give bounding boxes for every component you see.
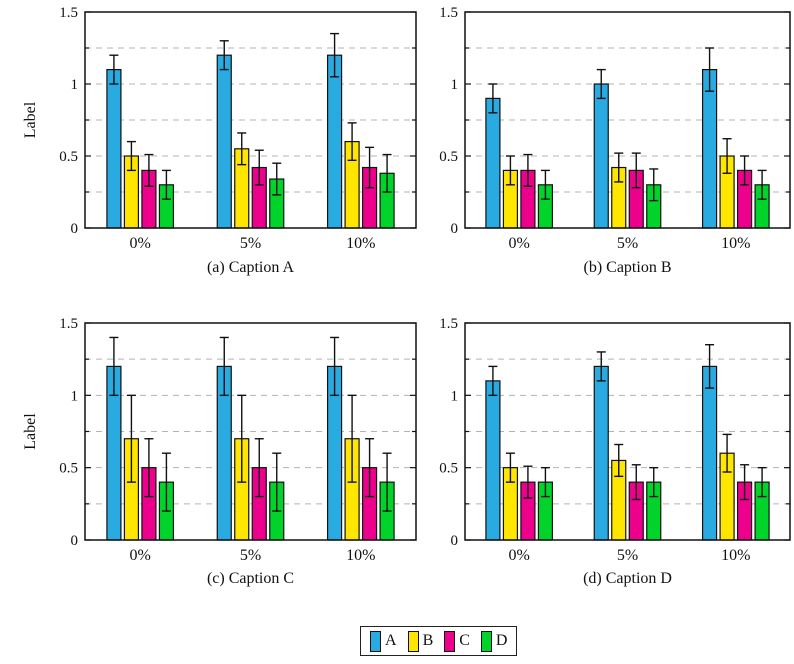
svg-text:1: 1 (451, 77, 459, 93)
svg-text:1: 1 (451, 388, 459, 404)
svg-text:Label: Label (22, 413, 39, 450)
svg-text:1: 1 (71, 388, 79, 404)
legend-entry-c: C (444, 630, 470, 652)
svg-text:0.5: 0.5 (59, 461, 78, 477)
svg-text:1.5: 1.5 (439, 5, 458, 21)
svg-text:10%: 10% (721, 235, 750, 252)
svg-text:1.5: 1.5 (59, 5, 78, 21)
legend-label-c: C (459, 632, 470, 649)
svg-text:0: 0 (451, 533, 459, 549)
caption-d: (d) Caption D (583, 570, 672, 587)
legend-swatch-b-icon (407, 630, 419, 652)
caption-b: (b) Caption B (583, 259, 672, 276)
svg-text:1.5: 1.5 (59, 316, 78, 332)
svg-text:1: 1 (71, 77, 79, 93)
svg-text:5%: 5% (240, 547, 261, 564)
svg-text:0%: 0% (130, 547, 151, 564)
chart-caption-b: 0% 5% 10% 0 0.5 1 1.5 (439, 5, 791, 252)
legend-box: A B C D (360, 626, 518, 656)
svg-text:0.5: 0.5 (439, 149, 458, 165)
svg-text:0%: 0% (130, 235, 151, 252)
svg-text:0%: 0% (509, 235, 530, 252)
svg-text:0%: 0% (509, 547, 530, 564)
svg-text:1.5: 1.5 (439, 316, 458, 332)
legend-entry-b: B (407, 630, 434, 652)
legend-label-d: D (495, 632, 508, 649)
chart-caption-a: 0% 5% 10% 0 0.5 1 1.5 Label (22, 5, 417, 252)
chart-caption-d: 0% 5% 10% 0 0.5 1 1.5 (439, 316, 791, 564)
chart-a-plot: 0% 5% 10% 0 0.5 1 1.5 Label (22, 5, 417, 252)
svg-text:Label: Label (22, 101, 39, 138)
svg-text:0.5: 0.5 (59, 149, 78, 165)
svg-text:0.5: 0.5 (439, 461, 458, 477)
chart-caption-c: 0% 5% 10% 0 0.5 1 1.5 Label (22, 316, 417, 564)
legend-swatch-d-icon (480, 630, 492, 652)
svg-text:0: 0 (71, 533, 79, 549)
svg-text:0: 0 (451, 221, 459, 237)
legend-label-a: A (385, 632, 397, 649)
caption-c: (c) Caption C (206, 570, 295, 587)
svg-text:0: 0 (71, 221, 79, 237)
legend-swatch-c-icon (444, 630, 456, 652)
svg-text:10%: 10% (346, 235, 375, 252)
svg-text:10%: 10% (346, 547, 375, 564)
legend-entry-a: A (370, 630, 397, 652)
legend-entry-d: D (480, 630, 508, 652)
legend-label-b: B (422, 632, 434, 649)
chart-c-plot: 0% 5% 10% 0 0.5 1 1.5 Label (22, 316, 417, 564)
svg-text:5%: 5% (240, 235, 261, 252)
svg-text:5%: 5% (617, 235, 638, 252)
svg-text:5%: 5% (617, 547, 638, 564)
caption-a: (a) Caption A (206, 259, 295, 276)
legend-swatch-a-icon (370, 630, 381, 652)
chart-b-plot: 0% 5% 10% 0 0.5 1 1.5 (439, 5, 791, 252)
svg-text:10%: 10% (721, 547, 750, 564)
chart-d-plot: 0% 5% 10% 0 0.5 1 1.5 (439, 316, 791, 564)
